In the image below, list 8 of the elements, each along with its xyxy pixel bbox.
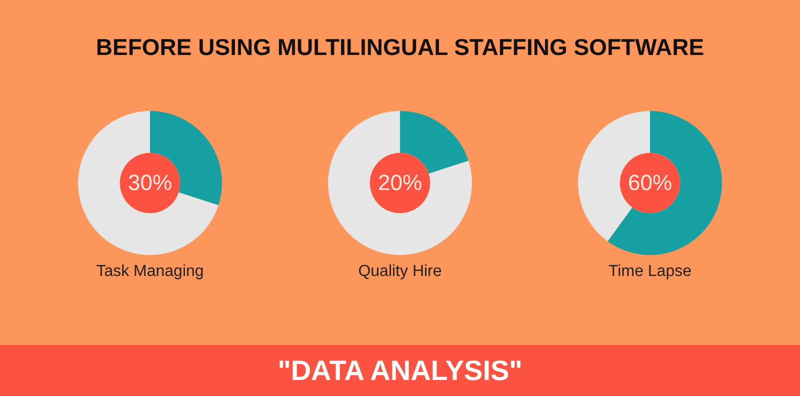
text: Time Lapse [608,263,692,281]
text: Task Managing [95,263,205,281]
data-label: 60% [628,170,672,196]
data-label: 20% [378,170,422,196]
text: Quality Hire [357,263,443,281]
text: BEFORE USING MULTILINGUAL STAFFING SOFTWARE [94,34,706,61]
text: "DATA ANALYSIS" [278,354,522,386]
data-label: 30% [128,170,172,196]
